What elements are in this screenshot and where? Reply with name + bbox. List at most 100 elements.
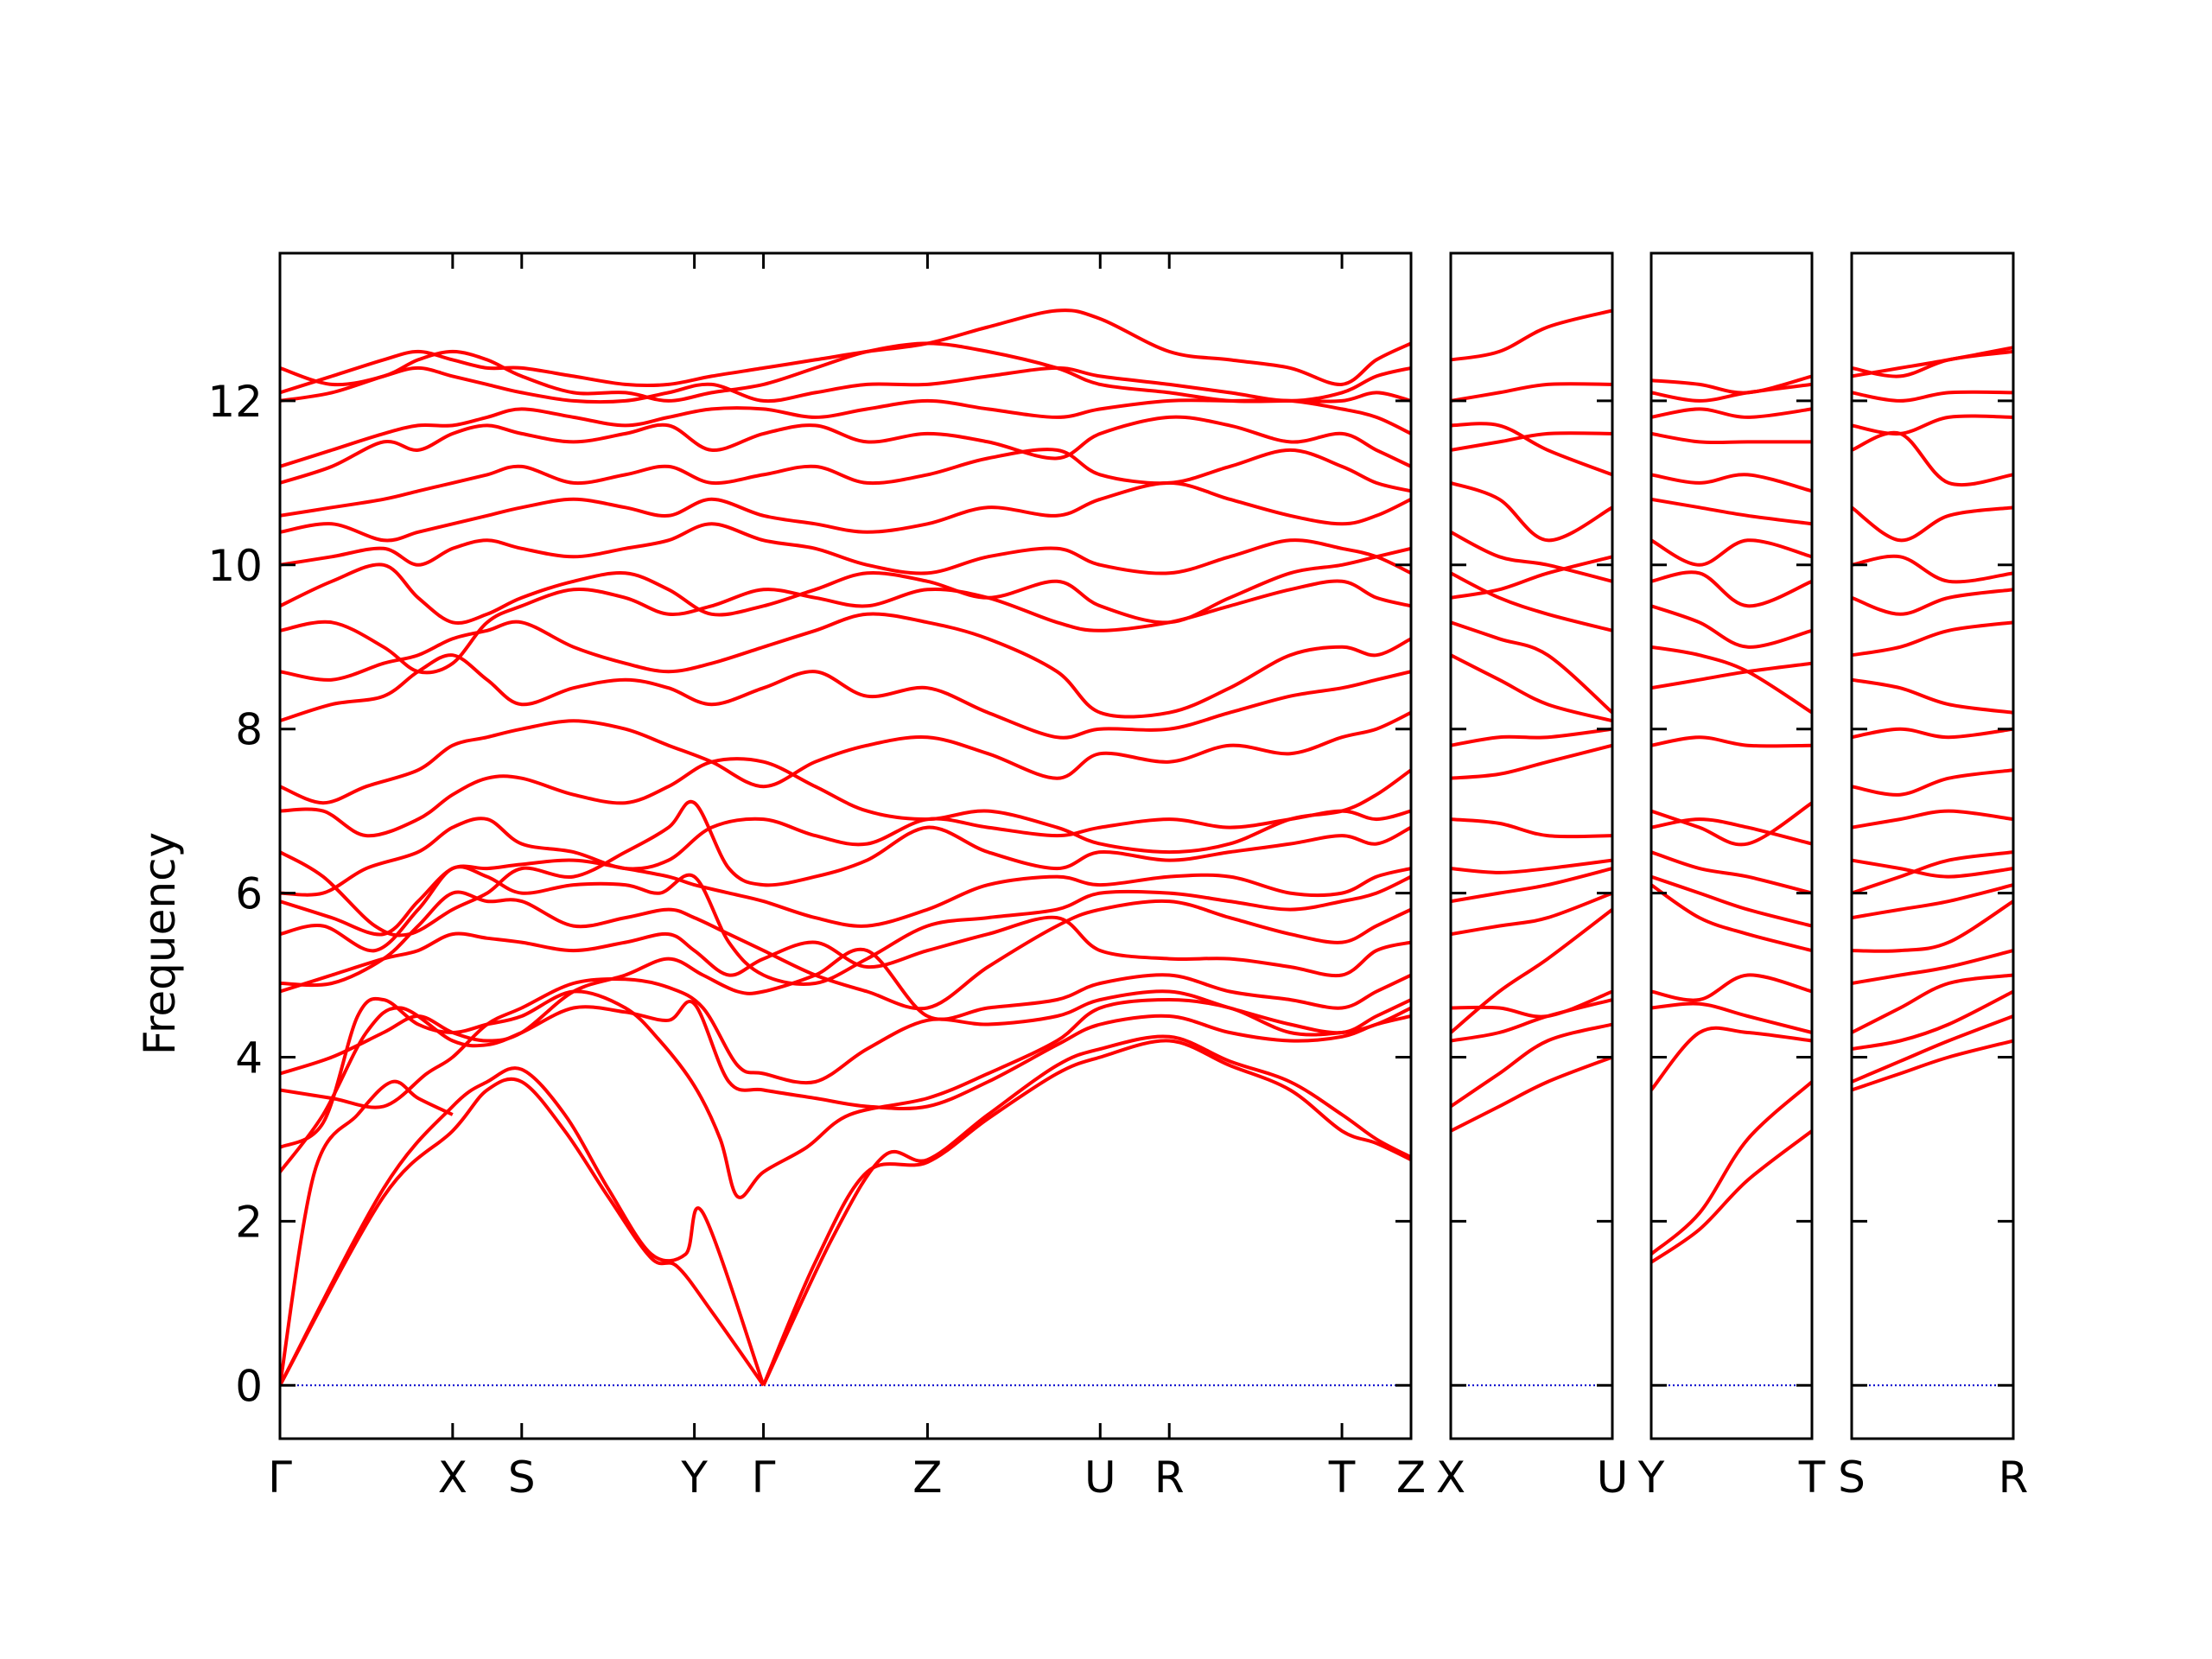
band-line [1852, 1014, 2013, 1084]
band-line [1451, 867, 1612, 904]
band-line [280, 579, 1411, 675]
band-line [1852, 989, 2013, 1051]
x-tick-label: Z [912, 1452, 942, 1503]
band-line [280, 415, 1411, 485]
band-line [1451, 989, 1612, 1019]
band-line [1451, 858, 1612, 874]
band-line [1451, 908, 1612, 1034]
bands-group [1651, 374, 1812, 1264]
band-line [280, 858, 1411, 937]
y-tick-label: 4 [235, 1033, 263, 1083]
band-line [1451, 382, 1612, 403]
band-line [280, 809, 1411, 897]
band-line [1852, 973, 2013, 1034]
band-line [1852, 677, 2013, 715]
band-line [1651, 431, 1812, 445]
band-line [1451, 1022, 1612, 1109]
band-line [280, 947, 1411, 1076]
band-line [1852, 768, 2013, 797]
x-tick-label: Y [680, 1452, 708, 1503]
band-line [1852, 588, 2013, 616]
band-line [280, 976, 1411, 1109]
y-tick-label: 10 [207, 541, 263, 591]
band-line [1451, 308, 1612, 362]
band-line [1852, 850, 2013, 895]
band-line [1852, 414, 2013, 436]
x-tick-label: S [508, 1452, 536, 1503]
y-axis-label: Frequency [135, 832, 185, 1055]
bands-group [1451, 308, 1612, 1133]
band-line [1852, 346, 2013, 378]
x-tick-label: Γ [752, 1452, 776, 1503]
band-line [1852, 620, 2013, 658]
band-line [1651, 874, 1812, 928]
x-tick-label: X [438, 1452, 467, 1503]
y-tick-label: 12 [207, 377, 263, 427]
band-line [280, 1079, 454, 1386]
y-tick-label: 6 [235, 869, 263, 919]
y-tick-label: 8 [235, 705, 263, 755]
x-tick-label: X [1436, 1452, 1465, 1503]
band-line [280, 341, 1411, 404]
band-line [280, 612, 1411, 719]
band-line [1651, 735, 1812, 748]
band-line [280, 710, 1411, 805]
band-line [1651, 407, 1812, 419]
band-line [1651, 850, 1812, 895]
band-line [280, 1000, 1411, 1173]
band-line [280, 757, 1411, 855]
band-line [1451, 653, 1612, 723]
band-line [1651, 661, 1812, 690]
band-line [1852, 430, 2013, 487]
x-tick-label: U [1084, 1452, 1116, 1503]
bands-group [280, 308, 1411, 1387]
band-line [280, 1066, 766, 1387]
band-line [280, 653, 1411, 740]
band-line [1451, 891, 1612, 937]
band-line [1651, 1026, 1812, 1091]
x-tick-label: R [1154, 1452, 1185, 1503]
band-line [1451, 555, 1612, 600]
x-tick-label: Y [1637, 1452, 1665, 1503]
band-line [1451, 727, 1612, 747]
plot-frame [1449, 251, 1614, 1440]
band-line [1651, 382, 1812, 403]
band-line [280, 1077, 766, 1387]
x-tick-label: S [1838, 1452, 1866, 1503]
band-line [1852, 390, 2013, 403]
x-tick-label: R [1999, 1452, 2029, 1503]
band-line [280, 799, 1411, 938]
band-line [280, 890, 1411, 1011]
band-line [1451, 422, 1612, 477]
band-line [1852, 505, 2013, 543]
band-line [761, 1034, 1411, 1387]
x-tick-label: T [1798, 1452, 1826, 1503]
band-line [1451, 1055, 1612, 1133]
band-line [280, 546, 1411, 625]
band-line [1852, 858, 2013, 879]
plot-frame [1850, 251, 2015, 1440]
band-line [1651, 1080, 1812, 1255]
x-tick-label: T [1328, 1452, 1356, 1503]
band-line [1451, 998, 1612, 1043]
band-line [1451, 817, 1612, 839]
y-tick-label: 0 [235, 1361, 263, 1411]
band-line [1651, 374, 1812, 395]
x-tick-label: U [1597, 1452, 1629, 1503]
plot-frame [278, 251, 1413, 1440]
band-line [280, 480, 1411, 543]
band-line [1651, 817, 1812, 846]
band-line [1651, 473, 1812, 493]
band-line [1651, 645, 1812, 715]
band-line [280, 915, 1411, 994]
band-line [1852, 883, 2013, 920]
band-line [1651, 1129, 1812, 1264]
band-line [1651, 973, 1812, 1002]
band-line [1651, 604, 1812, 649]
